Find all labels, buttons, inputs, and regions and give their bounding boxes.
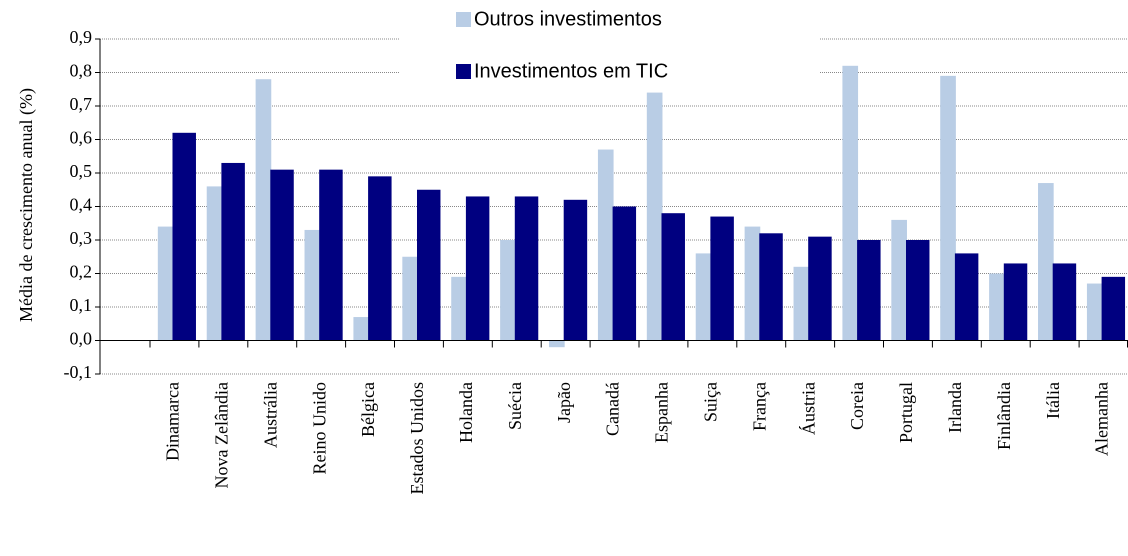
bar bbox=[891, 219, 907, 341]
bar bbox=[842, 65, 859, 341]
bar bbox=[514, 196, 539, 341]
y-tick-label: 0,8 bbox=[70, 61, 93, 81]
y-tick-label: -0,1 bbox=[64, 362, 93, 382]
bar bbox=[710, 216, 734, 341]
bar bbox=[989, 273, 1005, 341]
bar bbox=[157, 226, 174, 341]
bar bbox=[416, 189, 441, 341]
bar bbox=[221, 162, 245, 341]
y-tick-label: 0,5 bbox=[70, 161, 93, 181]
bar bbox=[954, 253, 979, 341]
bar bbox=[646, 92, 663, 341]
bar bbox=[206, 186, 223, 341]
legend-swatch bbox=[456, 12, 471, 27]
y-tick-label: 0,0 bbox=[70, 329, 93, 349]
x-tick-label: Bélgica bbox=[358, 382, 378, 437]
bar bbox=[368, 176, 392, 341]
x-tick-label: Portugal bbox=[896, 382, 916, 443]
bar bbox=[612, 206, 637, 341]
bar bbox=[255, 79, 272, 341]
x-tick-label: Suiça bbox=[700, 382, 720, 422]
bar bbox=[549, 340, 565, 348]
bar bbox=[353, 317, 370, 341]
x-tick-label: Irlanda bbox=[945, 382, 965, 433]
x-tick-label: Austrália bbox=[260, 382, 280, 448]
y-tick-label: 0,9 bbox=[70, 27, 93, 47]
bar bbox=[319, 169, 343, 341]
x-tick-label: Finlândia bbox=[994, 382, 1014, 450]
bar bbox=[304, 229, 321, 341]
bar bbox=[1052, 263, 1077, 341]
y-axis-title: Média de crescimento anual (%) bbox=[16, 88, 37, 322]
bar bbox=[563, 199, 588, 341]
x-tick-label: Áustria bbox=[797, 382, 818, 435]
bar bbox=[270, 169, 294, 341]
bar bbox=[808, 236, 832, 341]
y-tick-label: 0,6 bbox=[70, 128, 93, 148]
x-tick-label: Coreia bbox=[847, 382, 867, 430]
x-tick-label: Alemanha bbox=[1092, 382, 1112, 456]
bar bbox=[695, 253, 712, 341]
bar bbox=[465, 196, 490, 341]
bar bbox=[759, 233, 783, 341]
bar bbox=[402, 256, 418, 341]
y-tick-label: 0,7 bbox=[70, 94, 93, 114]
x-tick-label: Espanha bbox=[652, 382, 672, 443]
bar bbox=[1038, 183, 1054, 341]
y-tick-label: 0,3 bbox=[70, 228, 93, 248]
bar bbox=[1101, 276, 1126, 341]
bar bbox=[172, 132, 196, 341]
bar bbox=[905, 240, 930, 341]
x-tick-label: Canadá bbox=[603, 382, 623, 436]
x-tick-label: Itália bbox=[1043, 382, 1063, 419]
y-tick-label: 0,1 bbox=[70, 295, 93, 315]
bar bbox=[1003, 263, 1028, 341]
bar bbox=[857, 240, 881, 341]
x-tick-label: Japão bbox=[554, 382, 574, 423]
x-tick-label: Holanda bbox=[456, 382, 476, 443]
x-tick-label: Estados Unidos bbox=[407, 382, 427, 495]
x-tick-label: Dinamarca bbox=[163, 382, 183, 461]
legend-swatch bbox=[456, 64, 471, 79]
bar bbox=[744, 226, 761, 341]
y-tick-label: 0,2 bbox=[70, 262, 93, 282]
bar bbox=[940, 75, 956, 341]
y-tick-label: 0,4 bbox=[70, 195, 93, 215]
x-tick-label: Nova Zelândia bbox=[211, 382, 231, 488]
bar bbox=[451, 276, 467, 341]
bar bbox=[1086, 283, 1103, 341]
legend-label: Investimentos em TIC bbox=[474, 60, 668, 82]
x-tick-label: Suécia bbox=[505, 382, 525, 430]
bar bbox=[793, 266, 810, 341]
legend-label: Outros investimentos bbox=[474, 8, 662, 30]
x-tick-label: Reino Unido bbox=[309, 382, 329, 475]
bar bbox=[661, 213, 685, 341]
bar bbox=[500, 240, 516, 341]
bar bbox=[597, 149, 614, 341]
x-tick-label: França bbox=[749, 382, 769, 431]
